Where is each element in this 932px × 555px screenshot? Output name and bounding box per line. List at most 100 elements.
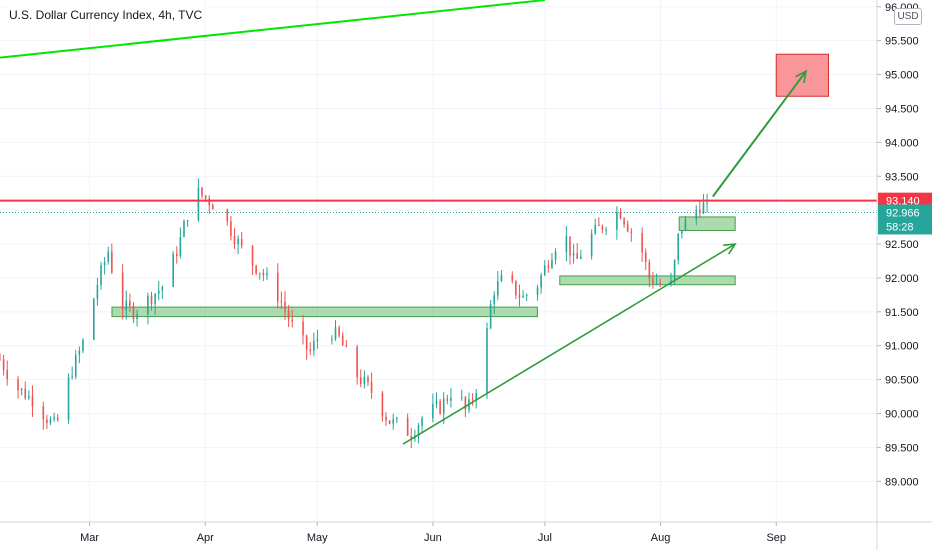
- candle-down: [338, 327, 340, 336]
- candle-up: [331, 339, 333, 341]
- candle-up: [706, 202, 708, 204]
- rising-trendline-arrowhead: [723, 243, 737, 255]
- candle-down: [446, 398, 449, 401]
- currency-button[interactable]: USD: [894, 8, 922, 25]
- candle-down: [356, 346, 358, 378]
- candle-up: [100, 265, 102, 286]
- x-tick-label: Apr: [197, 532, 214, 544]
- candle-up: [28, 395, 30, 399]
- support-zone: [678, 216, 736, 231]
- candle-up: [460, 397, 463, 399]
- candle-down: [464, 397, 467, 410]
- candle-down: [388, 420, 391, 424]
- candle-down: [619, 212, 622, 219]
- candle-up: [74, 354, 77, 377]
- candle-down: [626, 224, 629, 232]
- candle-down: [511, 274, 514, 281]
- candle-up: [493, 295, 496, 305]
- candle-up: [107, 251, 110, 262]
- candle-down: [280, 301, 283, 303]
- candle-up: [565, 236, 568, 252]
- candle-up: [673, 260, 676, 281]
- candle-down: [341, 335, 344, 346]
- candle-up: [525, 295, 528, 297]
- candle-down: [381, 392, 384, 417]
- x-tick-label: May: [307, 532, 328, 544]
- candle-up: [475, 393, 477, 400]
- candle-down: [0, 359, 1, 361]
- candle-up: [486, 328, 488, 394]
- support-zone: [111, 306, 538, 318]
- y-tick-label: 92.000: [885, 273, 919, 285]
- candle-down: [233, 235, 236, 245]
- candle-down: [652, 278, 654, 285]
- y-tick-label: 93.500: [885, 171, 919, 183]
- y-tick-label: 94.000: [885, 137, 919, 149]
- candle-up: [363, 376, 366, 384]
- candle-up: [183, 221, 185, 237]
- y-tick-label: 89.500: [885, 442, 919, 454]
- candle-down: [439, 401, 441, 414]
- candle-down: [598, 224, 600, 226]
- x-tick-label: Mar: [80, 532, 99, 544]
- candle-up: [78, 350, 81, 355]
- candle-down: [359, 377, 362, 384]
- candle-up: [572, 253, 575, 256]
- candle-down: [31, 395, 34, 407]
- candle-down: [2, 359, 5, 370]
- candle-down: [17, 379, 19, 391]
- candle-down: [150, 295, 153, 305]
- y-tick-label: 94.500: [885, 103, 919, 115]
- candle-up: [49, 419, 52, 424]
- zones: [111, 53, 829, 318]
- candle-down: [201, 187, 203, 196]
- candle-up: [590, 233, 593, 257]
- candle-down: [601, 225, 604, 230]
- candle-down: [644, 252, 647, 263]
- candle-down: [262, 272, 265, 276]
- candle-up: [92, 298, 95, 340]
- candle-up: [432, 403, 434, 419]
- candle-down: [518, 295, 521, 298]
- candle-down: [305, 335, 308, 350]
- candle-up: [421, 418, 423, 426]
- candle-up: [500, 274, 503, 282]
- candle-down: [46, 419, 48, 424]
- candle-down: [129, 300, 131, 306]
- candle-down: [659, 282, 661, 285]
- candle-down: [204, 195, 207, 199]
- candle-up: [316, 339, 319, 342]
- candle-up: [396, 417, 398, 419]
- x-tick-label: Aug: [651, 532, 671, 544]
- candle-up: [450, 397, 452, 401]
- candle-up: [313, 341, 315, 351]
- candle-up: [594, 224, 597, 234]
- candle-up: [681, 230, 683, 234]
- candle-up: [695, 209, 698, 220]
- y-tick-label: 91.500: [885, 307, 919, 319]
- candle-down: [284, 301, 286, 311]
- upper-trendline: [0, 0, 545, 59]
- x-tick-label: Jul: [538, 532, 552, 544]
- price-axis[interactable]: 89.000 89.500 90.000 90.500 91.000 91.500 92.0…: [876, 0, 932, 550]
- candle-down: [251, 245, 254, 266]
- last-price-label: 92.966: [886, 207, 920, 219]
- y-tick-label: 92.500: [885, 239, 919, 251]
- candle-up: [53, 417, 55, 420]
- candle-down: [276, 272, 279, 302]
- candle-up: [655, 282, 658, 285]
- candle-down: [471, 399, 474, 401]
- x-tick-label: Jun: [424, 532, 442, 544]
- candle-up: [702, 202, 705, 214]
- candle-down: [302, 321, 304, 336]
- candle-down: [648, 262, 651, 279]
- candle-down: [630, 231, 633, 234]
- last-price-badge: [878, 204, 932, 235]
- candle-down: [309, 349, 312, 351]
- candle-up: [442, 398, 445, 414]
- time-axis[interactable]: Mar Apr May Jun Jul Aug Sep: [0, 521, 932, 544]
- y-tick-label: 90.500: [885, 375, 919, 387]
- candle-down: [111, 251, 113, 273]
